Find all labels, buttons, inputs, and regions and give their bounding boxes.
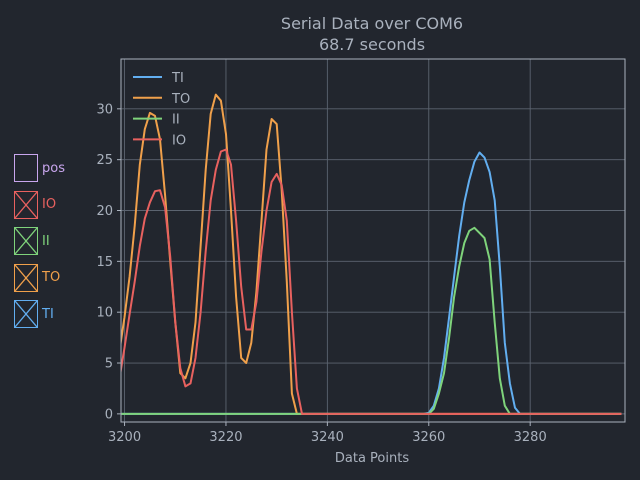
legend-label-IO: IO bbox=[172, 133, 186, 148]
checkbox-TI[interactable] bbox=[14, 300, 38, 329]
grid bbox=[121, 59, 625, 422]
series-toggle-TI[interactable]: TI bbox=[14, 296, 94, 333]
checkbox-label-pos: pos bbox=[42, 160, 65, 176]
checkmark-x-icon bbox=[15, 228, 37, 255]
y-tick-label: 25 bbox=[96, 153, 113, 168]
x-tick-label: 3200 bbox=[108, 430, 141, 445]
y-tick-label: 10 bbox=[96, 306, 113, 321]
legend-label-TO: TO bbox=[171, 92, 190, 107]
checkbox-TO[interactable] bbox=[14, 263, 38, 292]
legend-label-TI: TI bbox=[171, 71, 184, 86]
y-ticks: 0 5 10 15 20 25 30 bbox=[96, 102, 121, 422]
y-tick-label: 30 bbox=[96, 102, 113, 117]
checkbox-label-II: II bbox=[42, 233, 50, 249]
checkbox-label-IO: IO bbox=[42, 197, 57, 213]
series-toggle-pos[interactable]: pos bbox=[14, 150, 94, 187]
series-toggle-panel: pos IO II TO TI bbox=[14, 150, 94, 333]
y-tick-label: 5 bbox=[105, 357, 113, 372]
series-toggle-IO[interactable]: IO bbox=[14, 187, 94, 224]
series-line-II bbox=[121, 226, 622, 415]
x-ticks: 3200 3220 3240 3260 3280 bbox=[108, 422, 547, 445]
series-line-TI bbox=[121, 151, 622, 415]
chart-title: Serial Data over COM6 bbox=[281, 14, 463, 33]
checkbox-pos[interactable] bbox=[14, 154, 38, 183]
series-line-TO bbox=[121, 93, 622, 415]
series-toggle-TO[interactable]: TO bbox=[14, 260, 94, 297]
series-line-IO bbox=[121, 148, 622, 415]
plot-frame bbox=[120, 58, 626, 423]
series-toggle-II[interactable]: II bbox=[14, 223, 94, 260]
chart-subtitle: 68.7 seconds bbox=[319, 35, 425, 54]
x-tick-label: 3220 bbox=[209, 430, 242, 445]
checkbox-label-TO: TO bbox=[42, 270, 61, 286]
checkmark-x-icon bbox=[15, 301, 37, 328]
checkbox-IO[interactable] bbox=[14, 190, 38, 219]
checkbox-II[interactable] bbox=[14, 227, 38, 256]
y-tick-label: 0 bbox=[105, 407, 113, 422]
x-tick-label: 3240 bbox=[311, 430, 344, 445]
x-axis-label: Data Points bbox=[335, 451, 409, 466]
legend: TI TO II IO bbox=[133, 71, 190, 148]
checkmark-x-icon bbox=[15, 191, 37, 218]
x-tick-label: 3280 bbox=[514, 430, 547, 445]
checkbox-label-TI: TI bbox=[42, 306, 54, 322]
checkmark-x-icon bbox=[15, 264, 37, 291]
series-lines bbox=[121, 93, 622, 415]
y-tick-label: 20 bbox=[96, 204, 113, 219]
legend-label-II: II bbox=[172, 113, 180, 128]
y-tick-label: 15 bbox=[96, 255, 113, 270]
x-tick-label: 3260 bbox=[412, 430, 445, 445]
